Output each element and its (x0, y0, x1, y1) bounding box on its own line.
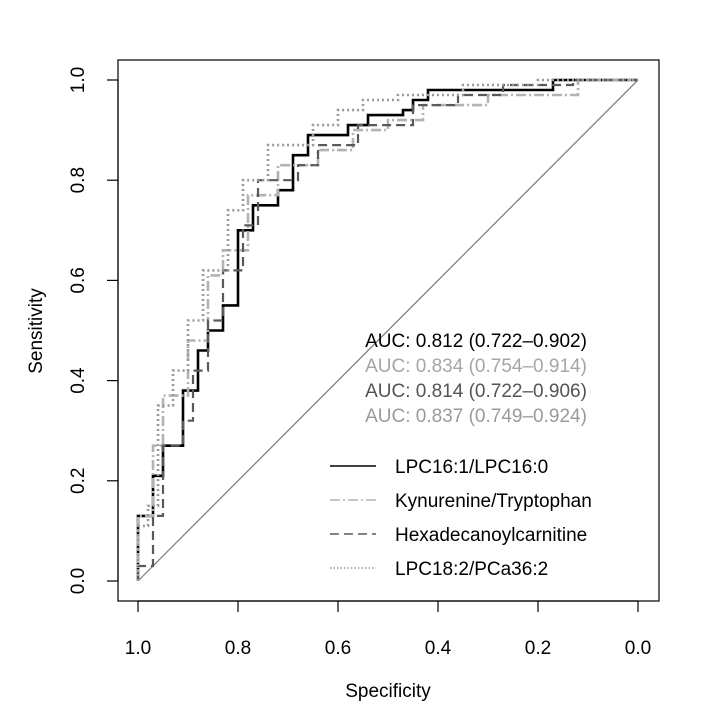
roc-series-4 (136, 78, 638, 581)
auc-label-3: AUC: 0.814 (0.722–0.906) (365, 381, 587, 402)
auc-label-1: AUC: 0.812 (0.722–0.902) (365, 331, 587, 352)
legend-label-3: Hexadecanoylcarnitine (395, 525, 587, 546)
x-axis-title: Specificity (345, 681, 431, 702)
auc-label-4: AUC: 0.837 (0.749–0.924) (365, 406, 587, 427)
legend-label-1: LPC16:1/LPC16:0 (395, 457, 548, 478)
y-tick-label: 1.0 (68, 67, 89, 93)
x-tick-label: 0.0 (625, 638, 651, 659)
x-tick-label: 0.8 (225, 638, 251, 659)
legend-label-4: LPC18:2/PCa36:2 (395, 559, 548, 580)
auc-label-2: AUC: 0.834 (0.754–0.914) (365, 356, 587, 377)
roc-series-2 (136, 78, 638, 581)
legend-label-2: Kynurenine/Tryptophan (395, 491, 592, 512)
roc-series-3 (136, 78, 638, 581)
x-tick-label: 0.6 (325, 638, 351, 659)
y-tick-label: 0.0 (68, 568, 89, 594)
diagonal-reference-line (137, 79, 639, 582)
y-tick-label: 0.4 (68, 367, 89, 394)
y-axis-title: Sensitivity (26, 288, 47, 374)
y-tick-label: 0.6 (68, 267, 89, 293)
x-tick-label: 0.2 (525, 638, 551, 659)
y-tick-label: 0.8 (68, 167, 89, 193)
x-tick-label: 0.4 (425, 638, 452, 659)
y-tick-label: 0.2 (68, 468, 89, 494)
x-tick-label: 1.0 (125, 638, 151, 659)
